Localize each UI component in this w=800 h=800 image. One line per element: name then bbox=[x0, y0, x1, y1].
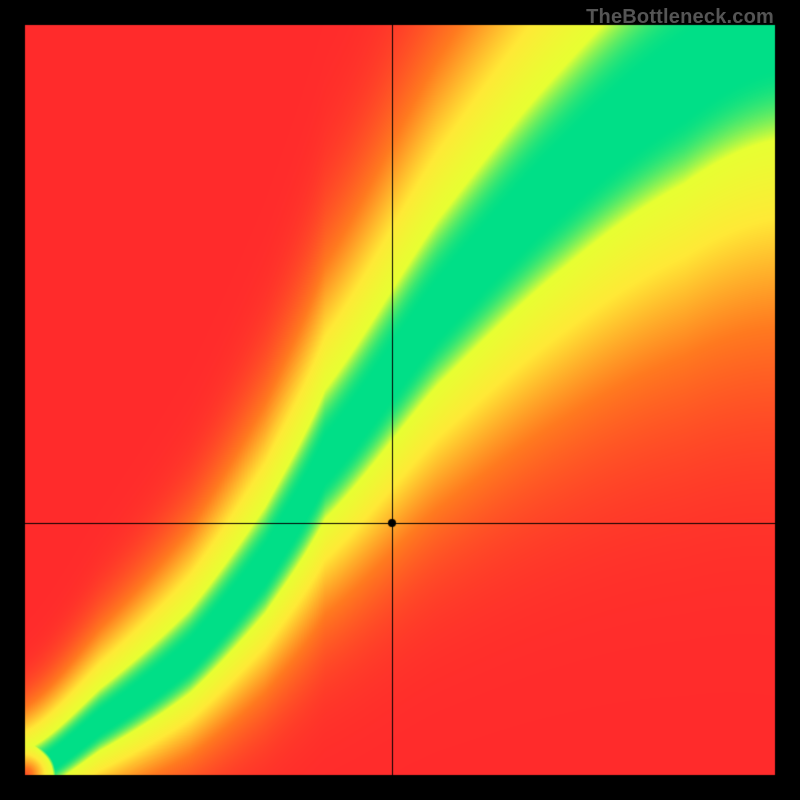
bottleneck-heatmap bbox=[0, 0, 800, 800]
watermark-text: TheBottleneck.com bbox=[586, 6, 774, 29]
